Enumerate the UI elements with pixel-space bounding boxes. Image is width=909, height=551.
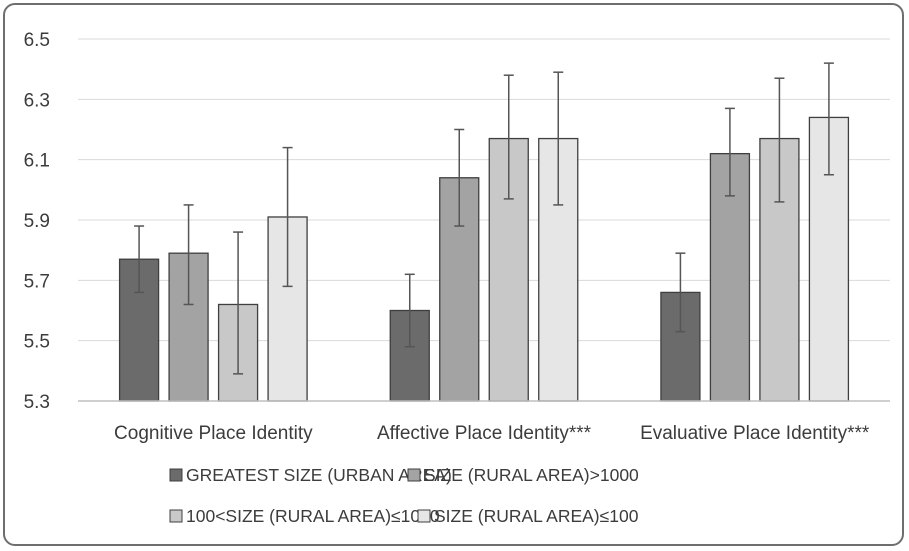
legend-swatch — [169, 468, 183, 482]
legend-label: SIZE (RURAL AREA)>1000 — [424, 465, 639, 485]
legend-swatch — [407, 468, 421, 482]
x-category-label: Affective Place Identity*** — [377, 423, 592, 444]
y-axis-ticks: 5.3 5.5 5.7 5.9 6.1 6.3 6.5 — [24, 30, 50, 413]
error-bars — [134, 62, 834, 375]
y-tick-label: 6.5 — [24, 30, 50, 51]
legend-label: SIZE (RURAL AREA)≤100 — [434, 506, 639, 526]
x-category-label: Cognitive Place Identity — [114, 423, 313, 444]
y-tick-label: 5.9 — [24, 211, 50, 232]
y-tick-label: 6.1 — [24, 151, 50, 172]
legend-label: GREATEST SIZE (URBAN AREA) — [186, 465, 452, 485]
y-tick-label: 5.5 — [24, 332, 50, 353]
legend: GREATEST SIZE (URBAN AREA)SIZE (RURAL AR… — [169, 465, 639, 526]
x-axis-categories: Cognitive Place Identity Affective Place … — [114, 423, 870, 444]
y-tick-label: 6.3 — [24, 90, 50, 111]
y-tick-label: 5.7 — [24, 271, 50, 292]
x-category-label: Evaluative Place Identity*** — [640, 423, 870, 444]
legend-label: 100<SIZE (RURAL AREA)≤1000 — [186, 506, 440, 526]
legend-swatch — [169, 509, 183, 523]
legend-swatch — [417, 509, 431, 523]
y-tick-label: 5.3 — [24, 392, 50, 413]
gridlines — [78, 38, 890, 342]
